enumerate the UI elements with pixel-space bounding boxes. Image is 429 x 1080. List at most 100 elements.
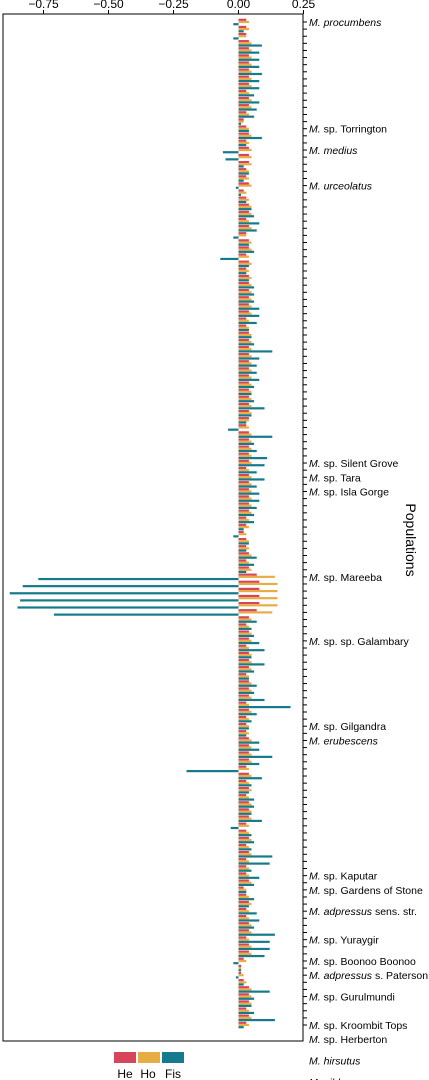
bar-ho-60 xyxy=(238,447,252,450)
bar-he-102 xyxy=(238,744,249,747)
bar-ho-122 xyxy=(238,888,247,891)
bar-ho-64 xyxy=(238,476,252,479)
bar-he-28 xyxy=(238,217,247,221)
bar-ho-125 xyxy=(238,910,249,913)
bar-he-133 xyxy=(238,964,242,967)
bar-ho-34 xyxy=(238,262,252,265)
bar-ho-43 xyxy=(238,326,249,329)
legend: He Ho Fis xyxy=(114,1052,184,1080)
bar-ho-0 xyxy=(238,20,249,24)
bar-ho-69 xyxy=(238,511,252,514)
bar-he-79 xyxy=(238,580,260,583)
bar-fis-6 xyxy=(238,65,260,68)
bar-he-71 xyxy=(238,523,247,526)
bar-fis-46 xyxy=(238,350,273,353)
bar-ho-79 xyxy=(238,582,278,586)
bar-ho-32 xyxy=(238,248,252,251)
bar-he-22 xyxy=(238,175,247,178)
population-label-17: M. sp. Gurulmundi xyxy=(309,992,395,1004)
bar-he-51 xyxy=(238,381,249,384)
bar-fis-125 xyxy=(238,912,257,915)
bar-fis-66 xyxy=(238,492,260,495)
bar-fis-127 xyxy=(238,926,255,929)
bar-fis-2 xyxy=(233,37,239,40)
population-label-18: M. sp. Kroombit Tops xyxy=(309,1020,407,1032)
legend-swatch-fis xyxy=(162,1052,184,1063)
bar-he-1 xyxy=(238,25,247,29)
bar-ho-85 xyxy=(238,625,249,628)
bar-ho-11 xyxy=(238,99,252,102)
population-label-19: M. sp. Herberton xyxy=(309,1034,387,1046)
bar-he-121 xyxy=(238,879,249,882)
bar-fis-99 xyxy=(238,727,249,730)
bar-he-4 xyxy=(238,47,249,50)
bar-ho-54 xyxy=(238,405,252,408)
bar-he-0 xyxy=(238,18,247,21)
bar-he-128 xyxy=(238,929,249,932)
bar-ho-74 xyxy=(238,547,249,550)
bar-fis-42 xyxy=(238,321,257,325)
bar-he-32 xyxy=(238,246,249,249)
bar-he-78 xyxy=(238,573,257,576)
bar-he-85 xyxy=(238,623,247,626)
population-label-5: M. sp. Tara xyxy=(309,472,361,484)
bar-he-122 xyxy=(238,886,244,889)
bar-ho-19 xyxy=(238,156,252,159)
x-tick-label-4: 0.25 xyxy=(292,0,316,11)
bar-he-81 xyxy=(238,594,260,598)
bar-fis-74 xyxy=(238,549,247,552)
bar-he-9 xyxy=(238,82,249,85)
bar-he-20 xyxy=(238,160,249,164)
bar-he-30 xyxy=(238,232,247,235)
bar-he-82 xyxy=(238,602,260,605)
bar-he-92 xyxy=(238,673,247,676)
bar-ho-42 xyxy=(238,319,249,322)
bar-fis-53 xyxy=(238,400,255,403)
bar-ho-57 xyxy=(238,426,249,429)
bar-ho-77 xyxy=(238,568,252,571)
legend-label-ho: Ho xyxy=(140,1067,156,1080)
bar-he-54 xyxy=(238,402,249,406)
bar-ho-2 xyxy=(238,35,247,38)
bar-fis-70 xyxy=(238,521,255,524)
bar-fis-56 xyxy=(238,421,247,424)
bar-fis-50 xyxy=(238,378,260,381)
bar-fis-38 xyxy=(238,293,255,296)
bar-ho-5 xyxy=(238,56,252,59)
bar-he-33 xyxy=(238,253,247,256)
bar-he-68 xyxy=(238,502,249,505)
bar-fis-110 xyxy=(238,805,255,808)
bar-fis-7 xyxy=(238,72,262,76)
bar-fis-133 xyxy=(238,969,242,972)
bar-he-63 xyxy=(238,466,247,470)
bar-ho-41 xyxy=(238,312,252,315)
population-label-3: M. urceolatus xyxy=(309,181,373,193)
bar-fis-32 xyxy=(238,250,255,253)
bar-fis-108 xyxy=(238,791,249,794)
bar-ho-88 xyxy=(238,646,249,650)
bar-ho-26 xyxy=(238,205,252,209)
bar-fis-101 xyxy=(238,741,260,744)
bar-ho-87 xyxy=(238,639,252,642)
bar-fis-124 xyxy=(238,905,249,908)
bar-he-84 xyxy=(238,616,249,619)
bar-fis-98 xyxy=(238,720,252,723)
bar-ho-67 xyxy=(238,497,252,500)
bar-fis-117 xyxy=(238,855,273,858)
bar-ho-37 xyxy=(238,284,252,287)
bar-ho-14 xyxy=(238,120,244,123)
bar-ho-8 xyxy=(238,77,252,81)
bar-fis-41 xyxy=(238,314,260,317)
bar-he-127 xyxy=(238,922,249,925)
bar-he-16 xyxy=(238,132,249,135)
bar-fis-60 xyxy=(238,449,257,453)
bar-ho-33 xyxy=(238,255,249,258)
bar-ho-4 xyxy=(238,49,252,52)
bar-fis-22 xyxy=(238,179,244,182)
bar-fis-78 xyxy=(38,577,239,581)
bar-fis-104 xyxy=(238,762,260,766)
bar-ho-136 xyxy=(238,988,252,991)
bar-fis-73 xyxy=(238,542,249,545)
bar-fis-126 xyxy=(238,919,260,922)
bar-fis-10 xyxy=(238,94,255,97)
